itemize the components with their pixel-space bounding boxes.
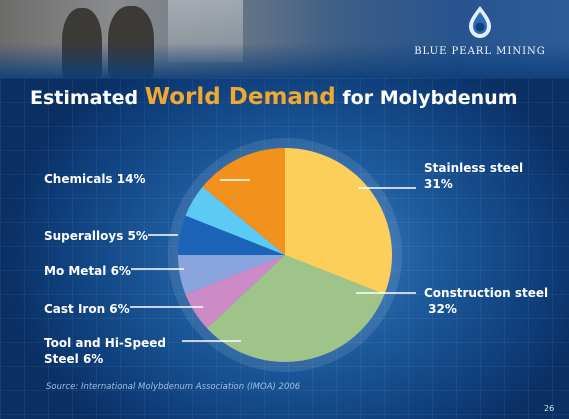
header-photo-band [0,0,569,78]
slice-label: Stainless steel 31% [424,161,523,191]
slice-label: Cast Iron 6% [44,302,130,316]
pie-slice-chemicals [202,148,285,255]
page-number: 26 [544,404,555,413]
company-logo: BLUE PEARL MINING [400,4,560,66]
title-suffix: for Molybdenum [342,87,518,109]
pearl-drop-icon [469,6,491,38]
slice-label: Superalloys 5% [44,229,148,243]
pie-slice-mo-metal [178,215,285,255]
pie-slice-stainless-steel [285,148,393,295]
slice-label: Chemicals 14% [44,172,145,186]
slice-label: Tool and Hi-Speed Steel 6% [44,336,166,366]
source-note: Source: International Molybdenum Associa… [46,382,301,392]
brand-name: BLUE PEARL MINING [414,46,546,57]
slice-label: Mo Metal 6% [44,264,131,278]
pie-slice-superalloys [185,186,285,255]
pie-slice-construction-steel [207,255,385,363]
title-highlight: World Demand [144,84,336,110]
pie-slice-tool-and-hi-speed-steel [185,255,285,329]
slice-label: Construction steel 32% [424,286,548,316]
slide-title: Estimated World Demand for Molybdenum [30,84,560,110]
title-prefix: Estimated [30,87,139,109]
pie-slice-cast-iron [178,255,285,295]
